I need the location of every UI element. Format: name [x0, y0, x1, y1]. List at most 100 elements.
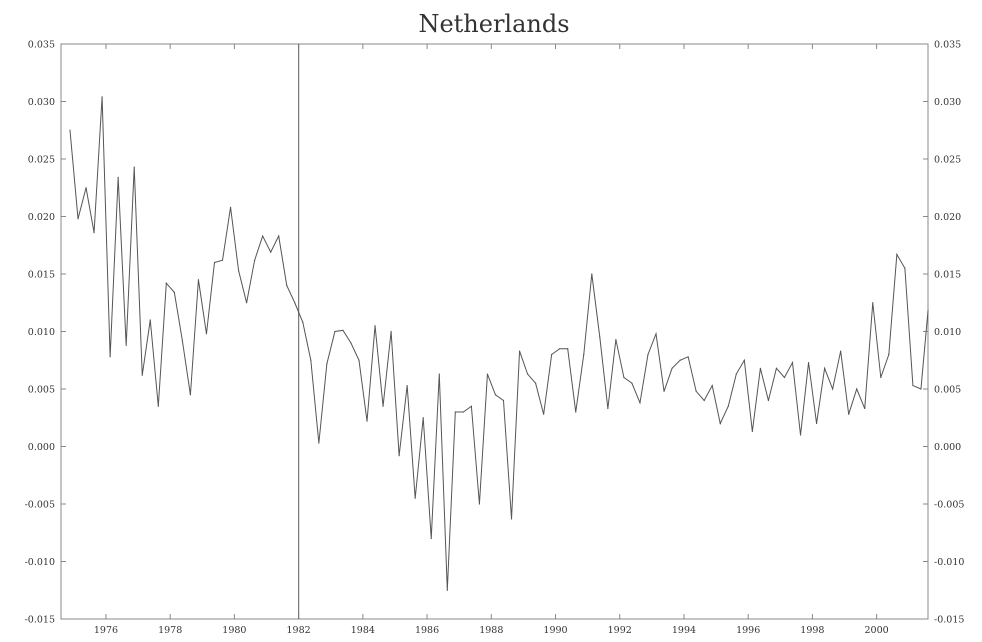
data-point: [173, 291, 175, 293]
x-tick-label: 1978: [158, 625, 182, 636]
data-point: [286, 284, 288, 287]
data-point: [759, 367, 761, 369]
data-point: [583, 353, 585, 356]
x-tick-label: 1976: [94, 625, 118, 636]
data-point: [896, 253, 898, 256]
data-point: [775, 367, 778, 369]
plot-frame: [60, 43, 929, 620]
data-point: [278, 235, 280, 237]
x-tick-label: 1988: [479, 625, 503, 636]
x-tick-label: 1990: [543, 625, 567, 636]
data-point: [655, 333, 657, 335]
data-point: [462, 411, 464, 413]
data-point: [334, 330, 336, 333]
y-tick-label-right: 0.030: [934, 97, 961, 108]
data-point: [510, 518, 513, 520]
data-point: [727, 405, 729, 407]
data-point: [912, 384, 914, 387]
data-point: [254, 259, 256, 261]
data-point: [350, 342, 352, 344]
y-tick-label-left: 0.030: [28, 97, 55, 108]
data-point: [599, 336, 601, 338]
data-point: [687, 356, 689, 358]
y-tick-label-left: 0.010: [28, 327, 55, 338]
data-point: [856, 388, 858, 390]
data-point: [382, 405, 384, 407]
y-axis-right: -0.015 -0.010 -0.005 0.000 0.005 0.010 0.015 0.…: [923, 40, 964, 626]
series-line: [69, 96, 929, 591]
y-tick-label-right: -0.005: [934, 500, 964, 511]
data-point: [703, 399, 705, 402]
y-tick-label-left: 0.000: [28, 442, 55, 453]
y-tick-label-left: -0.005: [25, 500, 55, 511]
data-point: [125, 344, 127, 346]
data-point: [109, 356, 111, 358]
y-tick-label-left: 0.025: [28, 155, 55, 166]
y-tick-label-left: 0.015: [28, 270, 55, 281]
data-point: [807, 361, 810, 364]
data-point: [93, 232, 95, 234]
data-point: [358, 359, 360, 361]
data-point: [743, 359, 745, 361]
x-axis: 1976 1978 1980 1982 1984 1986 1988 1990 1992 1994…: [94, 44, 889, 636]
data-point: [695, 390, 697, 392]
data-point: [438, 373, 440, 375]
data-point: [615, 338, 617, 341]
data-point: [679, 359, 681, 361]
x-tick-label: 1980: [222, 625, 246, 636]
y-tick-label-left: 0.035: [28, 40, 55, 51]
data-point: [326, 363, 328, 365]
data-point: [422, 417, 424, 419]
data-point: [783, 376, 786, 379]
data-point: [414, 497, 416, 499]
y-axis-left: -0.015 -0.010 -0.005 0.000 0.005 0.010 0.015 0.…: [25, 40, 66, 626]
data-point: [607, 407, 609, 410]
data-point: [149, 319, 151, 321]
data-point: [133, 166, 135, 168]
data-point: [197, 279, 200, 281]
data-point: [246, 302, 248, 304]
data-point: [221, 259, 224, 261]
x-tick-label: 1986: [415, 625, 439, 636]
data-point: [671, 367, 673, 369]
data-point: [751, 430, 753, 433]
data-point: [294, 302, 296, 304]
data-point: [486, 373, 489, 375]
y-tick-label-right: 0.005: [934, 385, 961, 396]
data-point: [920, 388, 922, 390]
data-point: [213, 261, 216, 264]
data-point: [470, 405, 472, 407]
y-tick-label-right: 0.000: [934, 442, 961, 453]
data-point: [591, 273, 593, 275]
data-point: [518, 350, 521, 352]
y-tick-label-right: 0.035: [934, 40, 961, 51]
y-tick-label-left: -0.010: [25, 557, 55, 568]
data-point: [647, 353, 649, 356]
data-point: [237, 269, 240, 272]
data-point: [639, 402, 641, 404]
data-point: [494, 394, 497, 396]
data-point: [406, 384, 408, 387]
y-tick-label-right: 0.015: [934, 270, 961, 281]
data-point: [535, 382, 537, 384]
data-point: [69, 129, 71, 131]
data-point: [398, 455, 400, 457]
data-point: [559, 348, 561, 350]
x-tick-label: 1984: [351, 625, 375, 636]
data-point: [848, 413, 850, 415]
data-point: [791, 361, 794, 364]
data-point: [735, 373, 737, 375]
data-point: [390, 330, 392, 333]
data-point: [318, 442, 320, 444]
data-point: [141, 374, 143, 376]
data-point: [454, 411, 456, 413]
y-tick-label-right: 0.025: [934, 155, 961, 166]
data-point: [767, 399, 770, 402]
data-point: [799, 434, 802, 436]
y-tick-label-right: -0.015: [934, 615, 964, 626]
data-point: [832, 388, 834, 390]
data-point: [824, 367, 826, 369]
data-point: [502, 399, 505, 402]
